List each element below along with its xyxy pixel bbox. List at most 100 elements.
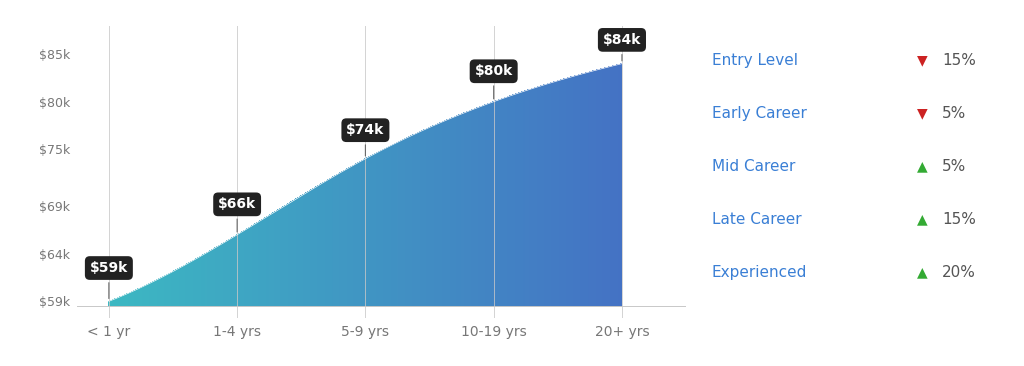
Polygon shape — [499, 100, 500, 306]
Polygon shape — [315, 186, 316, 306]
Polygon shape — [484, 104, 486, 306]
Text: 15%: 15% — [942, 53, 976, 68]
Polygon shape — [234, 236, 236, 306]
Polygon shape — [391, 145, 392, 306]
Polygon shape — [208, 251, 209, 306]
Polygon shape — [141, 287, 142, 306]
Polygon shape — [326, 180, 327, 306]
Polygon shape — [189, 262, 190, 306]
Polygon shape — [282, 207, 284, 306]
Polygon shape — [319, 184, 321, 306]
Polygon shape — [251, 225, 253, 306]
Polygon shape — [402, 139, 403, 306]
Polygon shape — [345, 169, 346, 306]
Polygon shape — [367, 157, 368, 306]
Polygon shape — [505, 97, 507, 306]
Polygon shape — [286, 204, 287, 306]
Polygon shape — [497, 100, 498, 306]
Polygon shape — [150, 283, 152, 306]
Polygon shape — [329, 179, 330, 306]
Polygon shape — [477, 107, 478, 306]
Polygon shape — [225, 241, 227, 306]
Polygon shape — [258, 221, 259, 306]
Polygon shape — [439, 122, 441, 306]
Polygon shape — [281, 208, 282, 306]
Polygon shape — [349, 167, 350, 306]
Polygon shape — [134, 290, 136, 306]
Polygon shape — [519, 92, 520, 306]
Polygon shape — [214, 248, 215, 306]
Polygon shape — [155, 280, 157, 306]
Polygon shape — [378, 151, 380, 306]
Polygon shape — [578, 75, 579, 306]
Polygon shape — [350, 167, 351, 306]
Polygon shape — [309, 190, 310, 306]
Polygon shape — [436, 124, 437, 306]
Polygon shape — [512, 95, 513, 306]
Text: Entry Level: Entry Level — [712, 53, 798, 68]
Polygon shape — [219, 245, 220, 306]
Polygon shape — [142, 286, 143, 306]
Polygon shape — [392, 144, 393, 306]
Polygon shape — [240, 232, 241, 306]
Polygon shape — [388, 146, 390, 306]
Polygon shape — [273, 212, 274, 306]
Polygon shape — [264, 218, 265, 306]
Text: 15%: 15% — [942, 212, 976, 227]
Polygon shape — [411, 135, 412, 306]
Polygon shape — [381, 150, 382, 306]
Polygon shape — [118, 297, 119, 306]
Polygon shape — [548, 83, 549, 306]
Text: Late Career: Late Career — [712, 212, 802, 227]
Polygon shape — [377, 152, 378, 306]
Polygon shape — [305, 193, 306, 306]
Polygon shape — [173, 271, 174, 306]
Polygon shape — [604, 68, 605, 306]
Polygon shape — [575, 75, 578, 306]
Polygon shape — [536, 87, 538, 306]
Text: ▲: ▲ — [916, 213, 927, 227]
Polygon shape — [194, 259, 195, 306]
Polygon shape — [591, 71, 593, 306]
Polygon shape — [228, 239, 229, 306]
Polygon shape — [294, 199, 295, 306]
Polygon shape — [356, 163, 357, 306]
Polygon shape — [279, 209, 280, 306]
Polygon shape — [339, 173, 340, 306]
Text: 5%: 5% — [942, 106, 967, 121]
Polygon shape — [594, 70, 595, 306]
Polygon shape — [222, 243, 223, 306]
Polygon shape — [397, 142, 398, 306]
Polygon shape — [314, 187, 315, 306]
Polygon shape — [513, 94, 514, 306]
Polygon shape — [424, 129, 426, 306]
Polygon shape — [261, 219, 263, 306]
Polygon shape — [270, 214, 271, 306]
Polygon shape — [239, 233, 240, 306]
Polygon shape — [508, 96, 509, 306]
Polygon shape — [445, 120, 446, 306]
Polygon shape — [539, 86, 540, 306]
Polygon shape — [117, 298, 118, 306]
Polygon shape — [621, 64, 622, 306]
Polygon shape — [109, 301, 111, 306]
Polygon shape — [412, 135, 413, 306]
Polygon shape — [127, 293, 128, 306]
Polygon shape — [354, 164, 355, 306]
Polygon shape — [325, 181, 326, 306]
Polygon shape — [545, 84, 546, 306]
Polygon shape — [605, 67, 606, 306]
Polygon shape — [386, 147, 387, 306]
Polygon shape — [199, 257, 200, 306]
Polygon shape — [116, 298, 117, 306]
Polygon shape — [162, 277, 163, 306]
Polygon shape — [570, 76, 572, 306]
Polygon shape — [136, 289, 137, 306]
Polygon shape — [478, 107, 479, 306]
Polygon shape — [413, 134, 414, 306]
Polygon shape — [232, 237, 233, 306]
Polygon shape — [165, 275, 167, 306]
Polygon shape — [296, 198, 297, 306]
Polygon shape — [157, 279, 158, 306]
Polygon shape — [466, 112, 467, 306]
